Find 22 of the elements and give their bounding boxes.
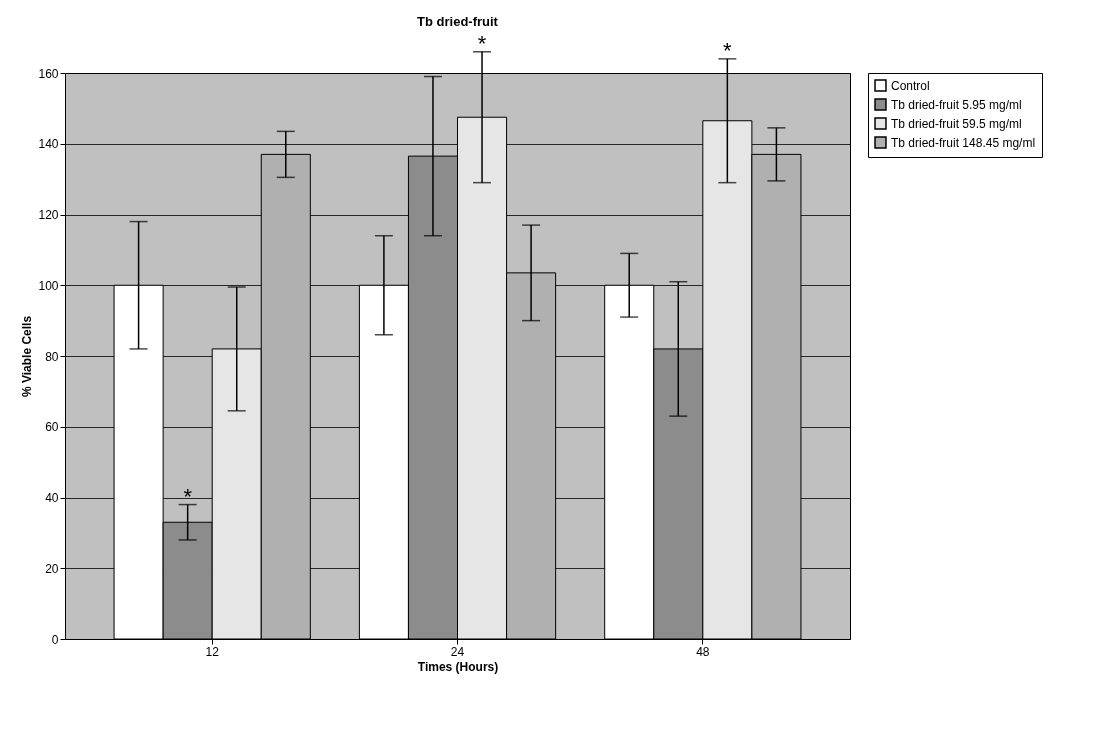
chart-title: Tb dried-fruit bbox=[417, 13, 499, 29]
y-tick-label: 160 bbox=[38, 66, 59, 81]
annotation: * bbox=[723, 37, 733, 63]
y-tick-label: 60 bbox=[45, 420, 59, 435]
x-axis-title: Times (Hours) bbox=[417, 659, 499, 674]
x-tick-label: 12 bbox=[205, 644, 220, 659]
y-tick-label: 20 bbox=[45, 561, 59, 576]
y-tick-label: 140 bbox=[38, 137, 59, 152]
legend-label: Tb dried-fruit 5.95 mg/ml bbox=[891, 97, 1022, 112]
x-tick-label: 24 bbox=[450, 644, 465, 659]
y-tick-label: 40 bbox=[45, 491, 59, 505]
legend-label: Tb dried-fruit 148.45 mg/ml bbox=[891, 135, 1036, 150]
annotation: * bbox=[477, 30, 487, 56]
y-tick-label: 120 bbox=[38, 208, 59, 222]
legend-label: Control bbox=[891, 78, 930, 93]
y-tick-label: 80 bbox=[45, 349, 59, 364]
legend-label: Tb dried-fruit 59.5 mg/ml bbox=[891, 116, 1022, 131]
y-axis-title: % Viable Cells bbox=[20, 315, 35, 398]
y-tick-label: 0 bbox=[51, 632, 59, 647]
annotation: * bbox=[183, 483, 193, 509]
y-tick-label: 100 bbox=[38, 278, 59, 293]
x-tick-label: 48 bbox=[696, 644, 710, 659]
